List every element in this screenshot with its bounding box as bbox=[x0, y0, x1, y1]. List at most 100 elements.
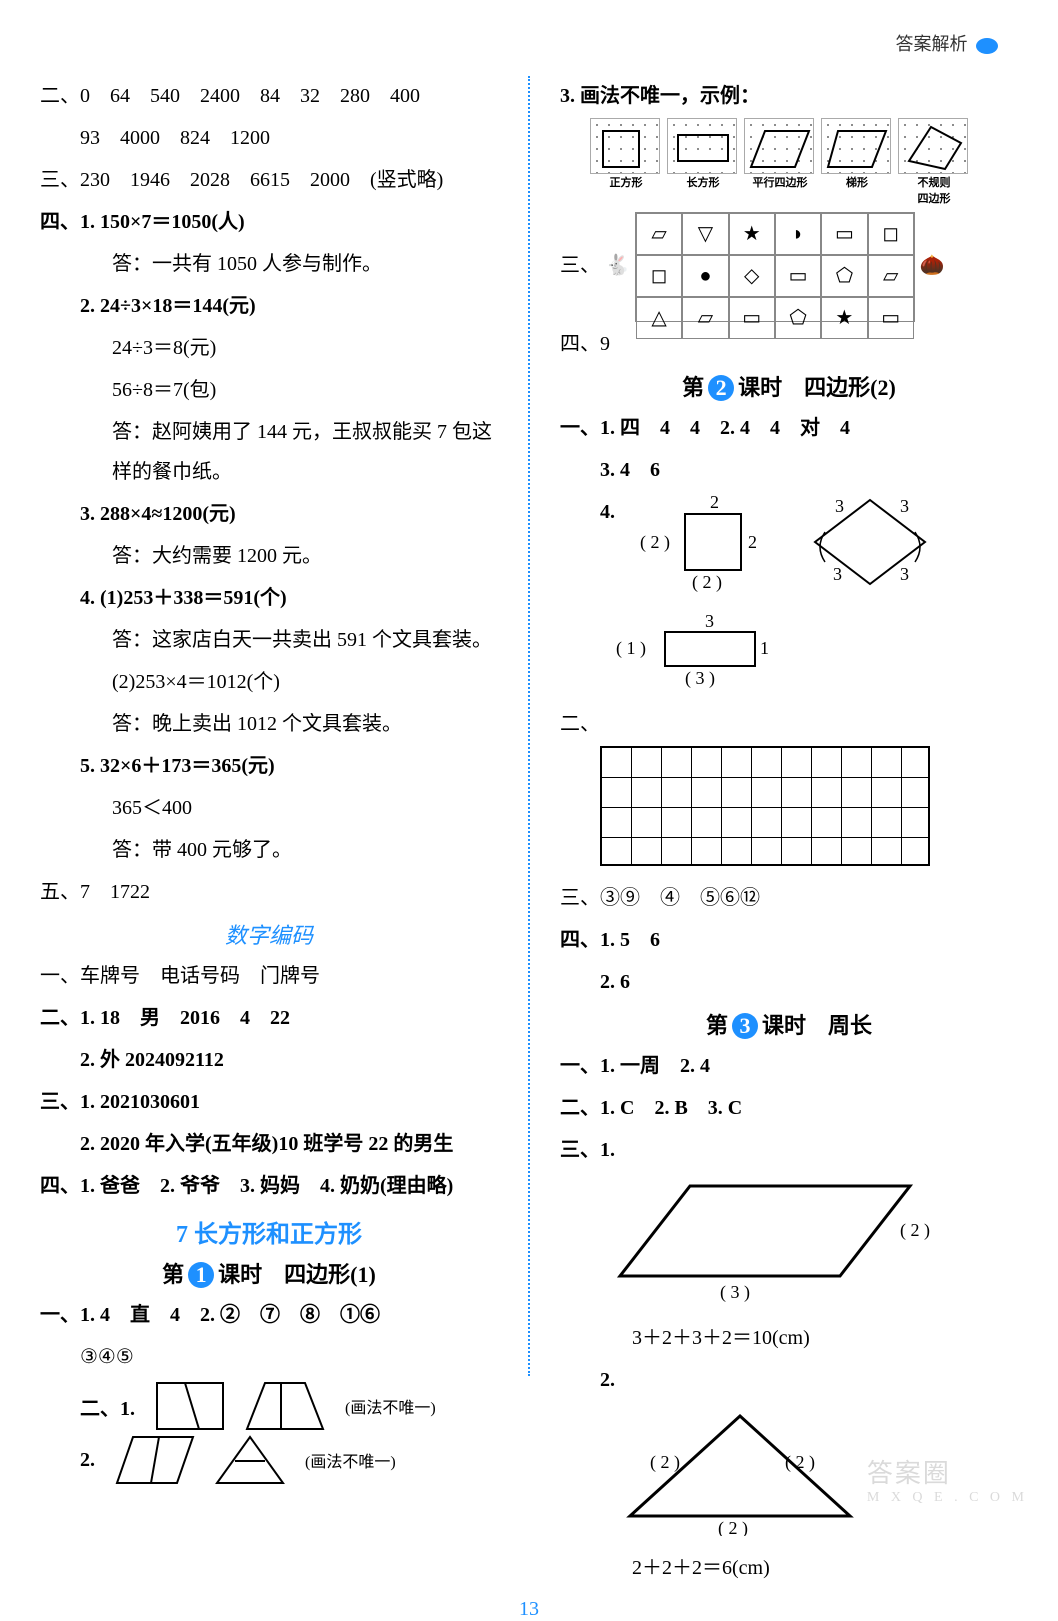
svg-text:1: 1 bbox=[760, 638, 769, 658]
shape-row-2: 2. (画法不唯一) bbox=[80, 1435, 498, 1485]
right-column: 3. 画法不唯一，示例： 正方形 长方形 平行四边形 梯形 不规则 四边形 bbox=[560, 76, 1018, 1590]
svg-text:( 3 ): ( 3 ) bbox=[720, 1282, 750, 1303]
svg-text:3: 3 bbox=[900, 496, 909, 516]
s1-1-t: 一、1. 4 直 4 2. ② ⑦ ⑧ ①⑥ bbox=[40, 1304, 380, 1326]
ans-2b: 93 4000 824 1200 bbox=[40, 118, 498, 158]
ans-2: 二、0 64 540 2400 84 32 280 400 bbox=[40, 76, 498, 116]
rect-figure: 3 1 ( 3 ) ( 1 ) bbox=[610, 612, 1018, 698]
column-divider bbox=[528, 76, 530, 1376]
ans-4-4b: (2)253×4＝1012(个) bbox=[40, 662, 498, 702]
p3-1-t: 一、1. 一周 2. 4 bbox=[560, 1055, 710, 1077]
r-3b: 三、 bbox=[560, 255, 600, 277]
svg-text:( 1 ): ( 1 ) bbox=[616, 638, 646, 659]
ans-4-1-text: 四、1. 150×7＝1050(人) bbox=[40, 211, 245, 233]
s2-label: 二、1. bbox=[80, 1392, 135, 1421]
r-3-t: 3. 画法不唯一，示例： bbox=[560, 85, 760, 107]
lesson-2-title: 第2课时 四边形(2) bbox=[560, 370, 1018, 402]
r-3b-row: 三、 🐇 ▱▽★◗▭◻ ◻●◇▭⬠▱ △▱▭⬠★▭ 🌰 bbox=[560, 212, 1018, 322]
p2-4: 4. bbox=[600, 501, 615, 523]
square-figure: 2 2 ( 2 ) ( 2 ) bbox=[640, 492, 780, 606]
dotbox-rect bbox=[667, 118, 737, 174]
svg-text:3: 3 bbox=[833, 564, 842, 584]
ans-4-5-t: 5. 32×6＋173＝365(元) bbox=[80, 755, 275, 777]
p2-4b: 2. 6 bbox=[560, 962, 1018, 1002]
ans-4-5a: 365＜400 bbox=[40, 788, 498, 828]
dotbox-trap-label: 梯形 bbox=[821, 174, 893, 190]
ans-4-5: 5. 32×6＋173＝365(元) bbox=[40, 746, 498, 786]
p2-1b-t: 3. 4 6 bbox=[600, 459, 660, 481]
p3-3: 三、1. bbox=[560, 1130, 1018, 1170]
triangle-shape bbox=[215, 1435, 285, 1485]
svg-text:( 3 ): ( 3 ) bbox=[685, 668, 715, 689]
sq-right: 2 bbox=[748, 532, 757, 552]
svg-text:( 2 ): ( 2 ) bbox=[785, 1452, 815, 1473]
page-header: 答案解析 bbox=[40, 30, 1018, 56]
triangle-figure: ( 2 ) ( 2 ) ( 2 ) bbox=[610, 1406, 1018, 1542]
diamond-figure: 33 33 bbox=[805, 492, 935, 606]
nc-2-2: 2. 外 2024092112 bbox=[40, 1040, 498, 1080]
lesson2-post: 课时 四边形(2) bbox=[738, 375, 896, 400]
p3-2-t: 二、1. C 2. B 3. C bbox=[560, 1097, 742, 1119]
ans-4-4a: 答：这家店白天一共卖出 591 个文具套装。 bbox=[40, 620, 498, 660]
ans-4-3a: 答：大约需要 1200 元。 bbox=[40, 536, 498, 576]
lesson-3-title: 第3课时 周长 bbox=[560, 1008, 1018, 1040]
rect-split-shape bbox=[155, 1381, 225, 1431]
trapezoid-shape bbox=[245, 1381, 325, 1431]
sq-left: ( 2 ) bbox=[640, 532, 670, 553]
dotbox-trap bbox=[821, 118, 891, 174]
s2-note: (画法不唯一) bbox=[345, 1394, 436, 1418]
ans-4-3: 3. 288×4≈1200(元) bbox=[40, 494, 498, 534]
page-number: 13 bbox=[40, 1598, 1018, 1621]
s1-1: 一、1. 4 直 4 2. ② ⑦ ⑧ ①⑥ bbox=[40, 1295, 498, 1335]
nc-2-2-t: 2. 外 2024092112 bbox=[80, 1049, 224, 1071]
lesson1-num: 1 bbox=[188, 1262, 214, 1288]
p2-4a: 四、1. 5 6 bbox=[560, 920, 1018, 960]
ans-4-4: 4. (1)253＋338＝591(个) bbox=[40, 578, 498, 618]
nc-2-1-t: 二、1. 18 男 2016 4 22 bbox=[40, 1007, 290, 1029]
ans-4-2c: 答：赵阿姨用了 144 元，王叔叔能买 7 包这样的餐巾纸。 bbox=[40, 412, 498, 492]
parallelogram-figure: ( 2 ) ( 3 ) bbox=[610, 1176, 1018, 1312]
sq-bottom: ( 2 ) bbox=[692, 572, 722, 592]
pinecone-icon: 🌰 bbox=[920, 255, 945, 277]
lesson-1-title: 第1课时 四边形(1) bbox=[40, 1257, 498, 1289]
decorative-dot bbox=[976, 38, 998, 54]
p2-3: 三、③⑨ ④ ⑤⑥⑫ bbox=[560, 878, 1018, 918]
nc-4: 四、1. 爸爸 2. 爷爷 3. 妈妈 4. 奶奶(理由略) bbox=[40, 1166, 498, 1206]
lesson3-num: 3 bbox=[732, 1013, 758, 1039]
p2-1: 一、1. 四 4 4 2. 4 4 对 4 bbox=[560, 408, 1018, 448]
p2-1b: 3. 4 6 bbox=[560, 450, 1018, 490]
p2-1-t: 一、1. 四 4 4 2. 4 4 对 4 bbox=[560, 417, 850, 439]
nc-3-1-t: 三、1. 2021030601 bbox=[40, 1091, 200, 1113]
svg-text:3: 3 bbox=[900, 564, 909, 584]
lesson2-pre: 第 bbox=[682, 375, 704, 400]
ans-5: 五、7 1722 bbox=[40, 872, 498, 912]
rabbit-icon: 🐇 bbox=[605, 255, 630, 277]
nc-2-1: 二、1. 18 男 2016 4 22 bbox=[40, 998, 498, 1038]
dotbox-square-label: 正方形 bbox=[590, 174, 662, 190]
ans-4-2: 2. 24÷3×18＝144(元) bbox=[40, 286, 498, 326]
ans-4-1: 四、1. 150×7＝1050(人) bbox=[40, 202, 498, 242]
p3-3b-t: 2. bbox=[600, 1369, 615, 1391]
content-columns: 二、0 64 540 2400 84 32 280 400 93 4000 82… bbox=[40, 76, 1018, 1590]
left-column: 二、0 64 540 2400 84 32 280 400 93 4000 82… bbox=[40, 76, 498, 1590]
dot-boxes: 正方形 长方形 平行四边形 梯形 不规则 四边形 bbox=[590, 118, 1018, 206]
ans-4-3-t: 3. 288×4≈1200(元) bbox=[80, 503, 236, 525]
s2-2-note: (画法不唯一) bbox=[305, 1448, 396, 1472]
lesson1-pre: 第 bbox=[162, 1262, 184, 1287]
lesson3-pre: 第 bbox=[706, 1013, 728, 1038]
p2-2hdr: 二、 bbox=[560, 704, 1018, 744]
lesson3-post: 课时 周长 bbox=[762, 1013, 872, 1038]
r-3: 3. 画法不唯一，示例： bbox=[560, 76, 1018, 116]
nc-3-2: 2. 2020 年入学(五年级)10 班学号 22 的男生 bbox=[40, 1124, 498, 1164]
sq-top: 2 bbox=[710, 492, 719, 512]
p3-1: 一、1. 一周 2. 4 bbox=[560, 1046, 1018, 1086]
p2-4b-t: 2. 6 bbox=[600, 971, 630, 993]
p2-4-row: 4. 2 2 ( 2 ) ( 2 ) 33 33 bbox=[560, 492, 1018, 606]
p3-2: 二、1. C 2. B 3. C bbox=[560, 1088, 1018, 1128]
s1-1b: ③④⑤ bbox=[40, 1337, 498, 1377]
ans-4-4-t: 4. (1)253＋338＝591(个) bbox=[80, 587, 287, 609]
p2-4a-t: 四、1. 5 6 bbox=[560, 929, 660, 951]
lesson2-num: 2 bbox=[708, 375, 734, 401]
svg-text:( 2 ): ( 2 ) bbox=[900, 1220, 930, 1241]
ans-4-4c: 答：晚上卖出 1012 个文具套装。 bbox=[40, 704, 498, 744]
